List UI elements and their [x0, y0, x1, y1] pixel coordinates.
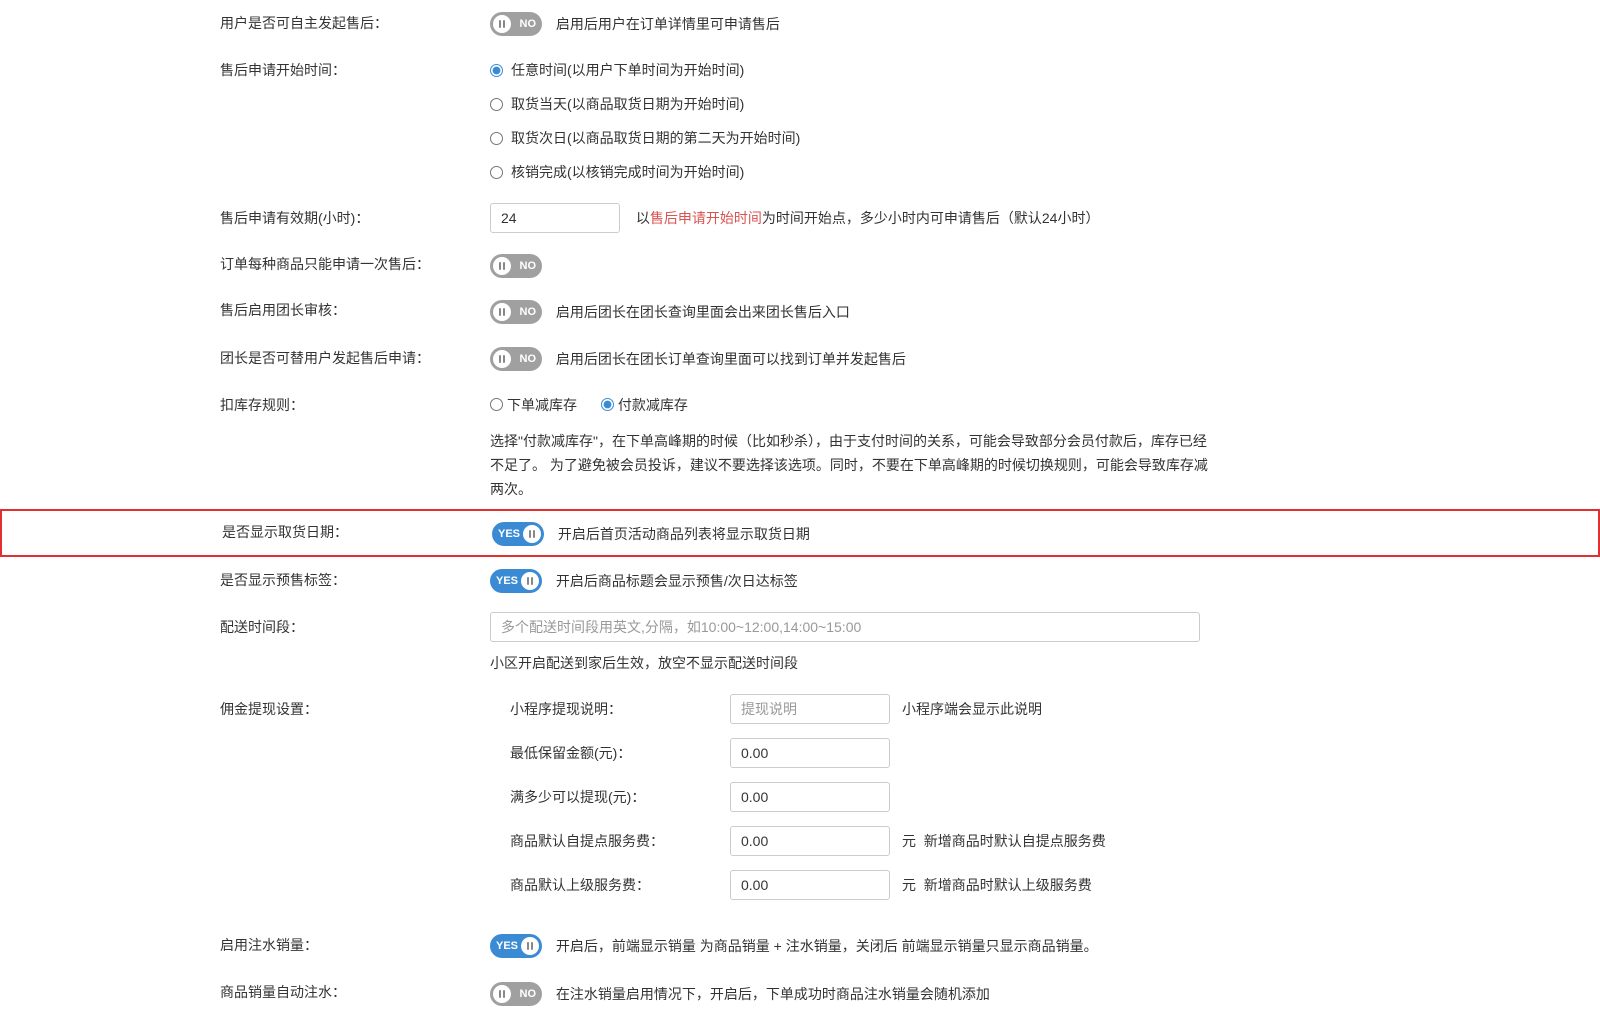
desc-water-sales: 开启后，前端显示销量 为商品销量 + 注水销量，关闭后 前端显示销量只显示商品销… [556, 938, 1098, 954]
toggle-auto-water[interactable]: NO [490, 982, 542, 1006]
label-leader-review: 售后启用团长审核： [0, 295, 490, 325]
input-min-withdraw[interactable] [730, 782, 890, 812]
radio-start-pickup-next[interactable]: 取货次日(以商品取货日期的第二天为开始时间) [490, 123, 1600, 153]
label-miniapp-desc: 小程序提现说明： [510, 694, 730, 724]
toggle-leader-for-user[interactable]: NO [490, 347, 542, 371]
label-commission: 佣金提现设置： [0, 694, 490, 724]
input-delivery-slot[interactable] [490, 612, 1200, 642]
desc-delivery-slot: 小区开启配送到家后生效，放空不显示配送时间段 [490, 648, 1600, 678]
radio-stock-order[interactable]: 下单减库存 [490, 390, 577, 420]
label-auto-water: 商品销量自动注水： [0, 977, 490, 1007]
highlight-show-pickup-date: 是否显示取货日期： YES 开启后首页活动商品列表将显示取货日期 [0, 509, 1600, 556]
label-after-valid-hours: 售后申请有效期(小时)： [0, 203, 490, 233]
radio-start-pickup-day[interactable]: 取货当天(以商品取货日期为开始时间) [490, 89, 1600, 119]
label-user-self-after: 用户是否可自主发起售后： [0, 8, 490, 38]
desc-leader-review: 启用后团长在团长查询里面会出来团长售后入口 [556, 304, 850, 320]
desc-show-presale-tag: 开启后商品标题会显示预售/次日达标签 [556, 573, 798, 589]
input-miniapp-desc[interactable] [730, 694, 890, 724]
label-upper-fee: 商品默认上级服务费： [510, 870, 730, 900]
toggle-show-presale-tag[interactable]: YES [490, 569, 542, 593]
toggle-show-pickup-date[interactable]: YES [492, 522, 544, 546]
desc-stock-rule: 选择"付款减库存"，在下单高峰期的时候（比如秒杀），由于支付时间的关系，可能会导… [490, 429, 1210, 501]
radio-start-verify-done[interactable]: 核销完成(以核销完成时间为开始时间) [490, 157, 1600, 187]
label-water-sales: 启用注水销量： [0, 930, 490, 960]
input-after-valid-hours[interactable] [490, 203, 620, 233]
hint-miniapp-desc: 小程序端会显示此说明 [902, 694, 1042, 724]
toggle-user-self-after[interactable]: NO [490, 12, 542, 36]
desc-user-self-after: 启用后用户在订单详情里可申请售后 [556, 16, 780, 32]
radio-start-anytime[interactable]: 任意时间(以用户下单时间为开始时间) [490, 55, 1600, 85]
label-leader-for-user: 团长是否可替用户发起售后申请： [0, 343, 490, 373]
label-single-apply: 订单每种商品只能申请一次售后： [0, 249, 490, 279]
label-pickup-fee: 商品默认自提点服务费： [510, 826, 730, 856]
toggle-single-apply[interactable]: NO [490, 254, 542, 278]
toggle-leader-review[interactable]: NO [490, 300, 542, 324]
label-stock-rule: 扣库存规则： [0, 390, 490, 420]
toggle-water-sales[interactable]: YES [490, 934, 542, 958]
input-upper-fee[interactable] [730, 870, 890, 900]
desc-show-pickup-date: 开启后首页活动商品列表将显示取货日期 [558, 526, 810, 542]
label-after-start-time: 售后申请开始时间： [0, 55, 490, 85]
label-show-pickup-date: 是否显示取货日期： [2, 517, 492, 547]
label-min-withdraw: 满多少可以提现(元)： [510, 782, 730, 812]
radio-stock-pay[interactable]: 付款减库存 [601, 390, 688, 420]
label-reserve-amount: 最低保留金额(元)： [510, 738, 730, 768]
label-delivery-slot: 配送时间段： [0, 612, 490, 642]
desc-auto-water: 在注水销量启用情况下，开启后，下单成功时商品注水销量会随机添加 [556, 986, 990, 1002]
input-pickup-fee[interactable] [730, 826, 890, 856]
input-reserve-amount[interactable] [730, 738, 890, 768]
desc-leader-for-user: 启用后团长在团长订单查询里面可以找到订单并发起售后 [556, 351, 906, 367]
label-show-presale-tag: 是否显示预售标签： [0, 565, 490, 595]
